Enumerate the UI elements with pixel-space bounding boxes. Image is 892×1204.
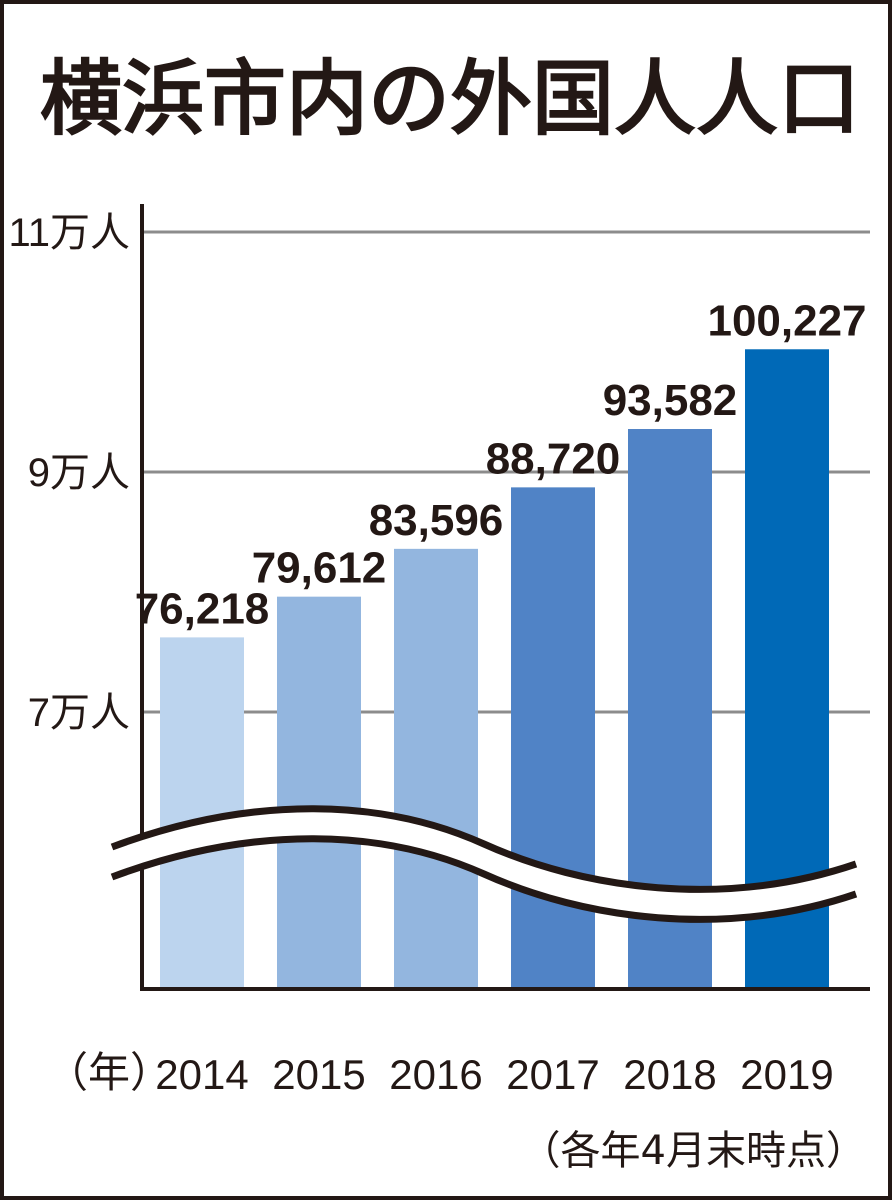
x-tick-label-2019: 2019 — [740, 1051, 833, 1098]
value-label-2017: 88,720 — [486, 434, 621, 483]
axis-break-lower-line — [110, 835, 858, 923]
y-tick-label: 9万人 — [28, 451, 130, 495]
y-tick-label: 11万人 — [8, 211, 130, 255]
x-tick-label-2017: 2017 — [506, 1051, 599, 1098]
y-tick-label: 7万人 — [28, 691, 130, 735]
value-label-2016: 83,596 — [369, 496, 504, 545]
x-tick-label-2018: 2018 — [623, 1051, 716, 1098]
x-tick-label-2016: 2016 — [389, 1051, 482, 1098]
axis-break-upper-line — [110, 805, 858, 893]
date-note: （各年4月末時点） — [521, 1128, 866, 1174]
labels-layer: 7万人 9万人 11万人 76,218 2014 79,612 2015 83,596 2016… — [8, 211, 866, 1098]
axis-break — [110, 805, 858, 923]
value-label-2018: 93,582 — [603, 376, 738, 425]
bars-layer — [160, 349, 829, 989]
bar-2015 — [277, 596, 361, 989]
x-tick-label-2014: 2014 — [155, 1051, 248, 1098]
value-label-2019: 100,227 — [707, 296, 866, 345]
x-unit-label: （年） — [46, 1048, 172, 1097]
bar-2017 — [511, 487, 595, 989]
value-label-2014: 76,218 — [135, 584, 270, 633]
bar-chart: 横浜市内の外国人人口 7万人 9万人 11万人 76,218 2014 79,612 201… — [8, 52, 870, 1174]
chart-title: 横浜市内の外国人人口 — [40, 52, 860, 147]
bar-2016 — [394, 548, 478, 989]
value-label-2015: 79,612 — [252, 544, 387, 593]
x-tick-label-2015: 2015 — [272, 1051, 365, 1098]
